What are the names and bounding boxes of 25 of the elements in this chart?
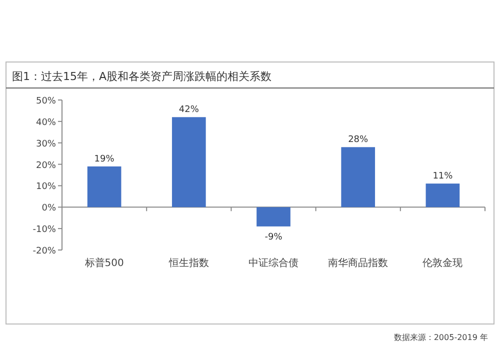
y-tick-label: 0% [42,204,56,214]
bar [256,207,290,226]
y-tick-label: 40% [36,118,56,128]
data-label: -9% [264,232,283,242]
bar [426,184,460,208]
x-tick-label: 伦敦金现 [422,257,463,269]
y-tick-label: 30% [36,139,56,150]
bar [341,147,376,208]
x-tick-label: 标普500 [84,257,124,269]
data-label: 11% [432,172,454,182]
y-tick-label: 50% [36,96,56,106]
x-tick-label: 恒生指数 [168,257,209,269]
x-tick-label: 中证综合债 [248,257,298,269]
y-tick-label: -10% [32,225,56,236]
data-label: 28% [348,135,369,146]
bar [172,117,206,208]
x-tick-label: 南华商品指数 [328,257,388,269]
source-note: 数据来源：2005-2019 年 [394,333,488,342]
y-tick-label: 10% [36,182,56,192]
data-label: 19% [94,154,115,164]
y-tick-label: 20% [36,160,56,171]
data-label: 42% [178,105,200,116]
bar [87,166,122,208]
chart-title: 图1：过去15年，A股和各类资产周涨跌幅的相关系数 [12,70,272,83]
y-tick-label: -20% [32,246,56,256]
